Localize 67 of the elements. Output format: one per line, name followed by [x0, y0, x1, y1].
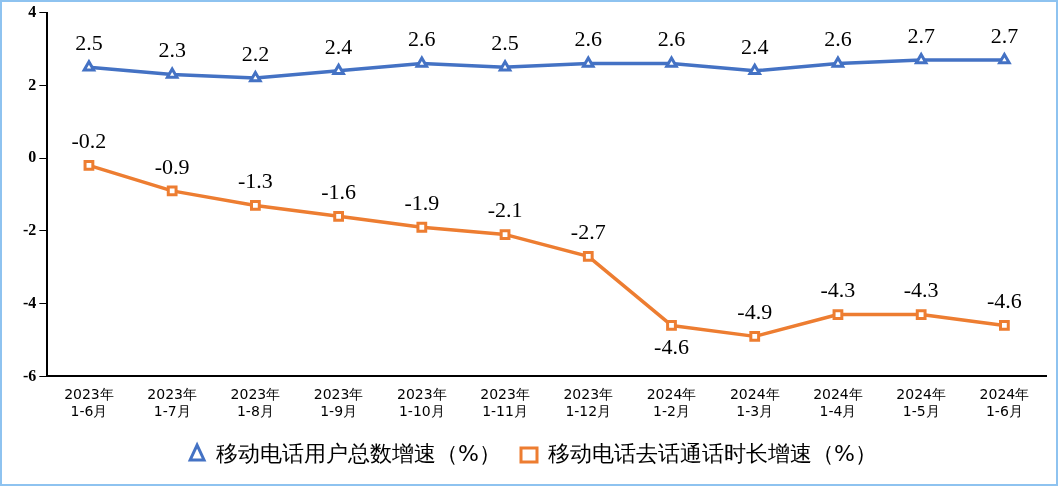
point	[665, 56, 678, 68]
data-label: -1.6	[321, 179, 357, 205]
point	[82, 60, 96, 72]
y-tick-label: 0	[28, 148, 37, 166]
data-label: 2.3	[158, 37, 186, 63]
point	[749, 330, 761, 342]
point	[832, 309, 844, 320]
point	[499, 229, 511, 240]
legend-label: 移动电话去话通话时长增速（%）	[548, 440, 877, 466]
data-label: 2.5	[491, 29, 519, 55]
data-label: 2.6	[408, 26, 436, 52]
point	[914, 52, 928, 65]
x-tick-label: 2023年 1-7月	[147, 386, 197, 420]
x-tick-label: 2024年 1-5月	[896, 386, 946, 420]
data-label: 2.5	[75, 29, 103, 55]
data-label: -4.3	[903, 277, 939, 303]
data-label: -0.2	[71, 128, 107, 154]
point	[332, 63, 345, 76]
point	[915, 309, 927, 320]
data-label: 2.6	[657, 26, 686, 52]
point	[416, 221, 428, 233]
data-label: 2.6	[574, 26, 603, 52]
point	[666, 320, 677, 331]
data-label: -4.6	[654, 334, 689, 360]
point	[498, 60, 512, 72]
x-tick-label: 2024年 1-3月	[729, 386, 780, 420]
point	[250, 200, 261, 211]
data-label: -4.3	[820, 277, 856, 303]
x-tick-label: 2024年 1-4月	[813, 386, 863, 420]
x-tick-label: 2023年 1-12月	[563, 386, 614, 420]
point	[333, 210, 344, 222]
data-label: 2.4	[740, 33, 769, 59]
x-tick-label: 2023年 1-8月	[230, 386, 281, 420]
x-tick-label: 2023年 1-6月	[64, 386, 114, 420]
data-label: -1.9	[404, 190, 440, 216]
point	[415, 56, 429, 68]
y-tick-label: 4	[28, 2, 37, 20]
y-tick-label: 2	[28, 75, 37, 93]
data-label: -1.3	[237, 168, 273, 194]
point	[831, 56, 845, 68]
x-tick-label: 2023年 1-9月	[313, 386, 364, 420]
data-label: 2.7	[990, 22, 1019, 48]
point	[165, 67, 179, 79]
point	[582, 56, 595, 68]
data-label: -2.7	[570, 219, 606, 245]
y-tick-label: -4	[23, 293, 37, 311]
point	[83, 160, 95, 171]
x-tick-label: 2023年 1-10月	[397, 386, 447, 420]
x-tick-label: 2023年 1-11月	[480, 386, 530, 420]
x-tick-label: 2024年 1-2月	[646, 386, 697, 420]
data-label: 2.2	[241, 40, 270, 66]
data-label: -2.1	[487, 197, 523, 223]
point	[748, 63, 761, 76]
data-label: -4.9	[737, 299, 773, 325]
x-tick-label: 2024年 1-6月	[979, 386, 1030, 420]
y-tick-label: -2	[23, 221, 37, 239]
point	[166, 185, 178, 197]
data-label: -0.9	[154, 153, 190, 179]
point	[999, 320, 1010, 331]
point	[998, 52, 1011, 65]
data-label: 2.6	[824, 26, 852, 52]
y-tick-label: -6	[23, 366, 37, 384]
legend-label: 移动电话用户总数增速（%）	[216, 440, 501, 466]
data-label: -4.6	[986, 288, 1022, 314]
point	[582, 250, 594, 262]
data-label: 2.4	[324, 33, 353, 59]
data-label: 2.7	[907, 22, 935, 48]
